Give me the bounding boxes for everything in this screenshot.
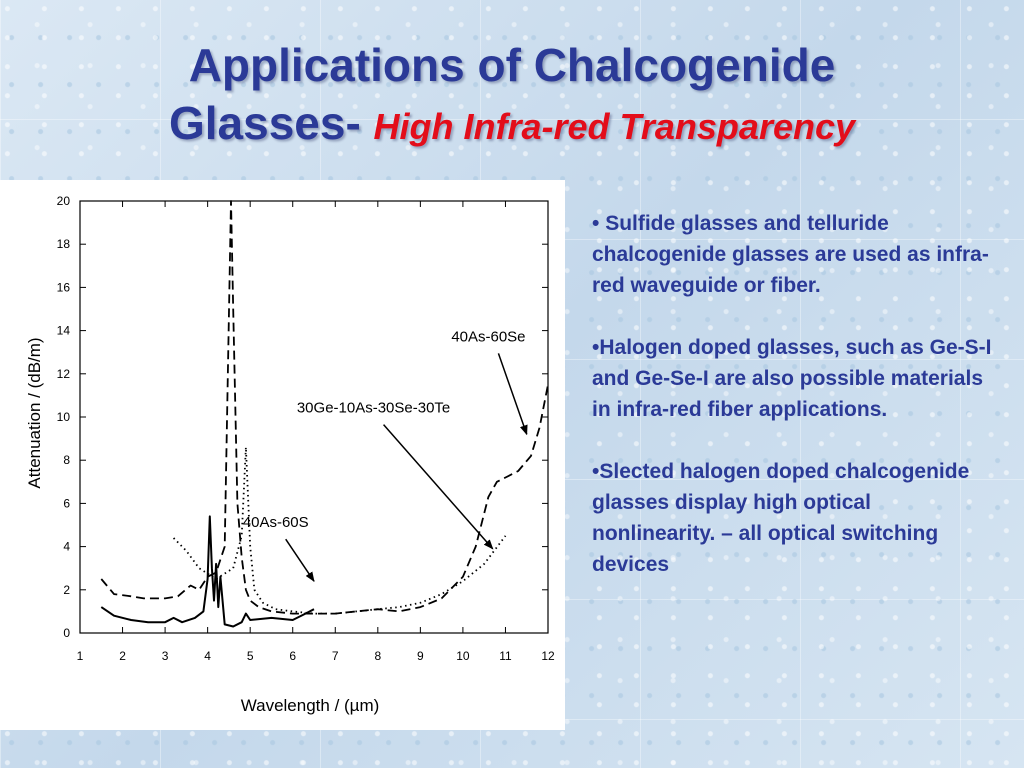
chart-panel: 1 2 3 4 5 6 7 8 9 10 11 12 0 2 4 6 8 10 12 14 16 18 20 40As-60… <box>0 180 565 730</box>
y-tick-label: 6 <box>63 496 70 510</box>
title-line-2: Glasses- High Infra-red Transparency <box>0 94 1024 156</box>
bullet-symbol: • <box>592 460 600 483</box>
bullet-text: Slected halogen doped chalcogenide glass… <box>592 460 970 576</box>
plot-frame <box>79 200 549 634</box>
bullet-text: Halogen doped glasses, such as Ge-S-I an… <box>592 336 992 421</box>
y-tick-label: 20 <box>57 194 71 208</box>
y-tick-label: 12 <box>57 367 71 381</box>
series-line-0 <box>100 515 315 628</box>
x-tick-label: 1 <box>77 649 84 663</box>
y-tick-label: 2 <box>63 583 70 597</box>
x-tick-label: 9 <box>417 649 424 663</box>
annotation-arrow <box>383 424 494 550</box>
bullet-symbol: • <box>592 212 606 235</box>
y-tick-label: 4 <box>63 540 70 554</box>
series-line-1 <box>172 446 507 615</box>
y-tick-label: 0 <box>63 626 70 640</box>
series-line-2 <box>100 200 549 615</box>
annotation-arrow <box>497 353 528 436</box>
annotation-arrow <box>285 538 315 582</box>
annotation-label: 30Ge-10As-30Se-30Te <box>297 400 450 417</box>
title-line-1: Applications of Chalcogenide <box>188 39 836 91</box>
x-tick-label: 10 <box>456 649 470 663</box>
bullet-item: •Halogen doped glasses, such as Ge-S-I a… <box>592 332 992 425</box>
x-tick-label: 11 <box>499 649 512 663</box>
x-tick-label: 3 <box>162 649 169 663</box>
bullet-list: • Sulfide glasses and telluride chalcoge… <box>592 208 992 611</box>
title-subtitle: High Infra-red Transparency <box>373 106 856 147</box>
y-tick-label: 18 <box>57 237 71 251</box>
annotation-label: 40As-60Se <box>451 328 525 345</box>
y-tick-label: 10 <box>57 410 71 424</box>
title-main: Glasses- <box>168 97 361 149</box>
bullet-item: • Sulfide glasses and telluride chalcoge… <box>592 208 992 301</box>
x-tick-label: 4 <box>204 649 211 663</box>
y-tick-label: 16 <box>57 280 71 294</box>
y-tick-label: 14 <box>57 324 71 338</box>
bullet-symbol: • <box>592 336 600 359</box>
x-tick-label: 6 <box>289 649 296 663</box>
x-tick-label: 8 <box>374 649 381 663</box>
x-tick-label: 12 <box>541 649 555 663</box>
x-tick-label: 2 <box>119 649 126 663</box>
bullet-text: Sulfide glasses and telluride chalcogeni… <box>592 212 989 297</box>
bullet-item: •Slected halogen doped chalcogenide glas… <box>592 456 992 580</box>
x-tick-label: 5 <box>247 649 254 663</box>
annotation-label: 40As-60S <box>243 514 309 531</box>
y-tick-label: 8 <box>63 453 70 467</box>
x-tick-label: 7 <box>332 649 339 663</box>
y-axis-label: Attenuation / (dB/m) <box>25 337 44 488</box>
slide-title: Applications of Chalcogenide Glasses- Hi… <box>0 36 1024 156</box>
x-axis-label: Wavelength / (µm) <box>241 696 380 715</box>
